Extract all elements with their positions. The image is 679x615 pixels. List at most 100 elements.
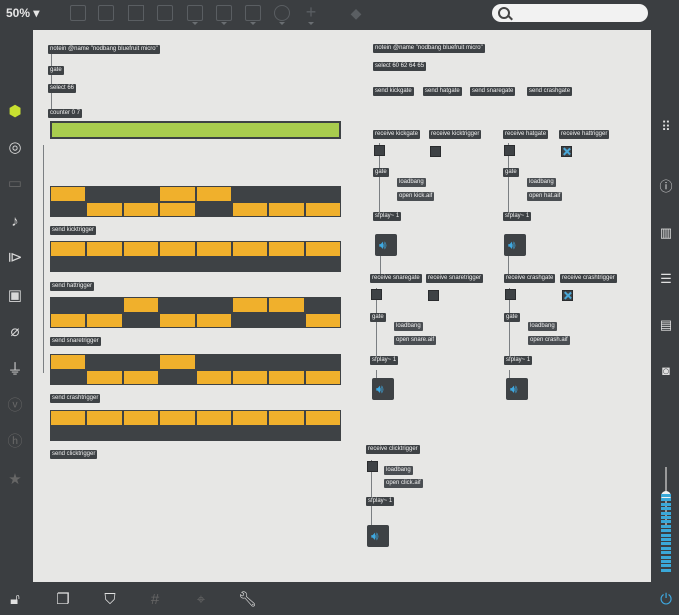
step-cell[interactable] (86, 354, 123, 370)
step-cell[interactable] (159, 186, 196, 202)
send-kicktrigger-object[interactable]: send kicktrigger (50, 226, 97, 235)
toggle[interactable] (428, 290, 439, 301)
step-cell[interactable] (268, 241, 305, 257)
step-cell[interactable] (86, 369, 123, 385)
wrench-icon[interactable]: 🔧︎ (238, 591, 258, 608)
step-cell[interactable] (304, 369, 341, 385)
notein-object[interactable]: notein @name "nodbang bluefruit micro" (48, 45, 160, 54)
step-cell[interactable] (195, 369, 232, 385)
step-cell[interactable] (304, 256, 341, 272)
sfplay-object[interactable]: sfplay~ 1 (503, 212, 532, 221)
step-cell[interactable] (50, 201, 87, 217)
step-cell[interactable] (195, 410, 232, 426)
receive-kicktrigger-object[interactable]: receive kicktrigger (429, 130, 482, 139)
grid-dots-icon[interactable]: ⠿ (661, 119, 671, 134)
step-cell[interactable] (50, 410, 87, 426)
receive-hattrigger-object[interactable]: receive hattrigger (559, 130, 610, 139)
step-cell[interactable] (268, 201, 305, 217)
step-cell[interactable] (195, 186, 232, 202)
step-cell[interactable] (122, 354, 160, 370)
star-icon[interactable]: ★ (8, 471, 22, 488)
sfplay-object[interactable]: sfplay~ 1 (373, 212, 402, 221)
step-cell[interactable] (159, 354, 196, 370)
open-click-message[interactable]: open click.aif (384, 479, 423, 488)
step-cell[interactable] (304, 425, 341, 441)
send-crashgate-object[interactable]: send crashgate (527, 87, 573, 96)
step-grid-crash[interactable] (50, 354, 341, 385)
speaker-icon[interactable]: 🔊︎ (504, 234, 526, 256)
step-cell[interactable] (304, 312, 341, 328)
step-cell[interactable] (86, 312, 123, 328)
v-icon[interactable]: ⓥ (7, 397, 23, 414)
grid-icon[interactable]: # (150, 591, 160, 608)
select-object[interactable]: select 66 (48, 84, 77, 93)
step-cell[interactable] (231, 241, 269, 257)
speaker-icon[interactable]: 🔊︎ (372, 378, 394, 400)
receive-crashgate-object[interactable]: receive crashgate (504, 274, 556, 283)
gate-object[interactable]: gate (503, 168, 519, 177)
step-cell[interactable] (86, 186, 123, 202)
step-cell[interactable] (50, 256, 87, 272)
step-cell[interactable] (195, 297, 232, 313)
patcher-canvas[interactable]: notein @name "nodbang bluefruit micro" g… (33, 30, 651, 582)
step-cell[interactable] (50, 241, 87, 257)
step-cell[interactable] (304, 297, 341, 313)
step-cell[interactable] (231, 354, 269, 370)
step-cell[interactable] (50, 369, 87, 385)
loadbang-object[interactable]: loadbang (527, 178, 556, 187)
presentation-icon[interactable] (98, 5, 114, 21)
package-icon[interactable]: ▭ (7, 175, 23, 192)
step-cell[interactable] (122, 297, 160, 313)
book-icon[interactable]: ▥ (659, 225, 673, 240)
speaker-icon[interactable]: 🔊︎ (367, 525, 389, 547)
select-object[interactable]: select 60 62 64 65 (373, 62, 427, 71)
step-cell[interactable] (50, 425, 87, 441)
step-cell[interactable] (159, 256, 196, 272)
step-cell[interactable] (86, 241, 123, 257)
step-cell[interactable] (159, 201, 196, 217)
loadbang-object[interactable]: loadbang (394, 322, 423, 331)
toggle[interactable] (430, 146, 441, 157)
step-cell[interactable] (50, 312, 87, 328)
sequence-icon[interactable]: ⧐ (7, 249, 23, 266)
toggle-icon[interactable] (157, 5, 173, 21)
notein-object[interactable]: notein @name "nodbang bluefruit micro" (373, 44, 485, 53)
step-cell[interactable] (231, 201, 269, 217)
step-cell[interactable] (231, 410, 269, 426)
step-cell[interactable] (268, 354, 305, 370)
open-hat-message[interactable]: open hat.aif (527, 192, 563, 201)
pin-icon[interactable]: ⌖ (196, 591, 206, 608)
image-icon[interactable]: ▣ (7, 287, 23, 304)
step-cell[interactable] (50, 297, 87, 313)
camera-icon[interactable]: ◙ (662, 363, 670, 378)
list-icon[interactable]: ☰ (660, 271, 672, 286)
sfplay-object[interactable]: sfplay~ 1 (370, 356, 399, 365)
loadbang-object[interactable]: loadbang (397, 178, 426, 187)
sfplay-object[interactable]: sfplay~ 1 (504, 356, 533, 365)
step-cell[interactable] (122, 201, 160, 217)
toggle[interactable] (561, 146, 572, 157)
zoom-selector[interactable]: 50% ▾ (6, 6, 39, 20)
send-hattrigger-object[interactable]: send hattrigger (50, 282, 95, 291)
send-crashtrigger-object[interactable]: send crashtrigger (50, 394, 101, 403)
gate-object[interactable]: gate (373, 168, 389, 177)
toggle[interactable] (505, 289, 516, 300)
step-cell[interactable] (268, 425, 305, 441)
open-snare-message[interactable]: open snare.aif (394, 336, 437, 345)
comment-icon[interactable] (128, 5, 144, 21)
step-cell[interactable] (159, 410, 196, 426)
receive-hatgate-object[interactable]: receive hatgate (503, 130, 549, 139)
step-cell[interactable] (122, 186, 160, 202)
step-cell[interactable] (195, 312, 232, 328)
plus-icon[interactable]: + (305, 2, 317, 22)
step-cell[interactable] (122, 369, 160, 385)
step-cell[interactable] (268, 410, 305, 426)
step-cell[interactable] (86, 410, 123, 426)
step-cell[interactable] (231, 186, 269, 202)
step-cell[interactable] (86, 201, 123, 217)
h-icon[interactable]: ⓗ (7, 433, 23, 450)
step-cell[interactable] (195, 354, 232, 370)
step-cell[interactable] (268, 186, 305, 202)
send-snaretrigger-object[interactable]: send snaretrigger (50, 337, 101, 346)
speaker-icon[interactable]: 🔊︎ (375, 234, 397, 256)
